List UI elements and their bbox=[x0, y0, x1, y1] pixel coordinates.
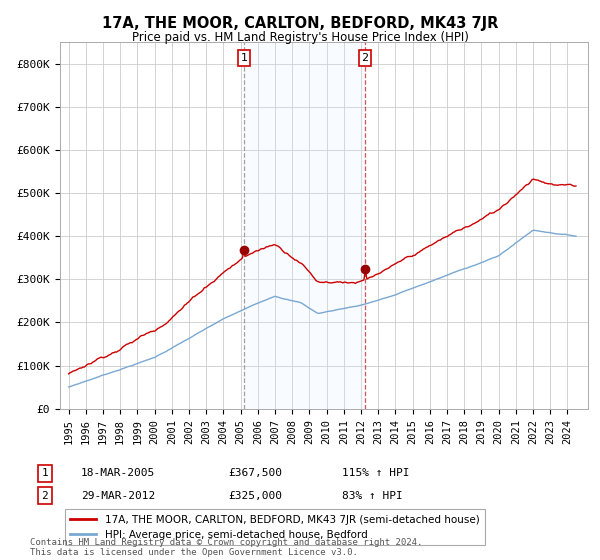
Text: 18-MAR-2005: 18-MAR-2005 bbox=[81, 468, 155, 478]
Text: 115% ↑ HPI: 115% ↑ HPI bbox=[342, 468, 409, 478]
Text: 83% ↑ HPI: 83% ↑ HPI bbox=[342, 491, 403, 501]
Text: 2: 2 bbox=[362, 53, 368, 63]
Text: 1: 1 bbox=[241, 53, 248, 63]
Text: Contains HM Land Registry data © Crown copyright and database right 2024.
This d: Contains HM Land Registry data © Crown c… bbox=[30, 538, 422, 557]
Text: 1: 1 bbox=[41, 468, 49, 478]
Legend: 17A, THE MOOR, CARLTON, BEDFORD, MK43 7JR (semi-detached house), HPI: Average pr: 17A, THE MOOR, CARLTON, BEDFORD, MK43 7J… bbox=[65, 510, 485, 545]
Text: Price paid vs. HM Land Registry's House Price Index (HPI): Price paid vs. HM Land Registry's House … bbox=[131, 31, 469, 44]
Text: 17A, THE MOOR, CARLTON, BEDFORD, MK43 7JR: 17A, THE MOOR, CARLTON, BEDFORD, MK43 7J… bbox=[102, 16, 498, 31]
Text: 2: 2 bbox=[41, 491, 49, 501]
Bar bbox=[244, 42, 365, 409]
Text: £325,000: £325,000 bbox=[228, 491, 282, 501]
Text: 29-MAR-2012: 29-MAR-2012 bbox=[81, 491, 155, 501]
Text: £367,500: £367,500 bbox=[228, 468, 282, 478]
